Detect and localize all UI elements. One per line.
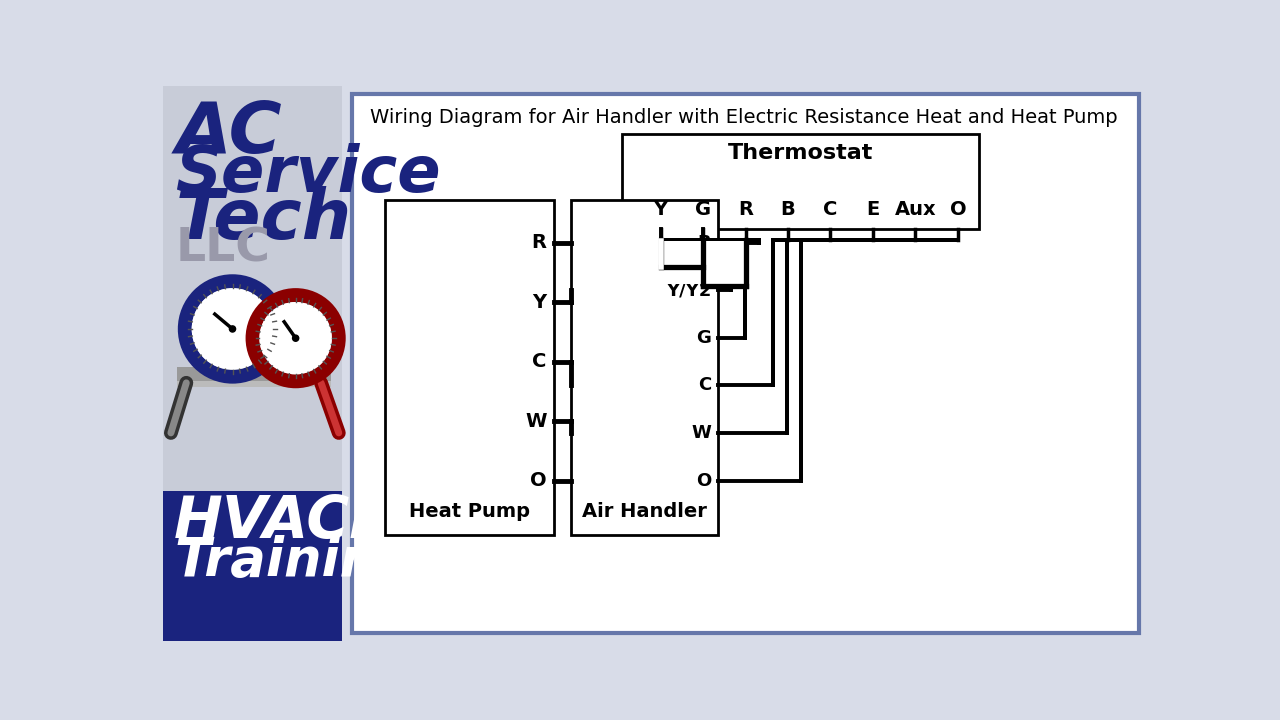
Text: Aux: Aux [895, 200, 936, 219]
Text: W: W [525, 412, 547, 431]
Text: HVACR: HVACR [174, 493, 396, 550]
Bar [177, 381, 332, 387]
Text: W: W [691, 424, 712, 442]
Text: C: C [823, 200, 837, 219]
Text: Thermostat: Thermostat [728, 143, 873, 163]
Text: Y: Y [532, 293, 547, 312]
Bar [385, 200, 554, 534]
Circle shape [293, 335, 298, 341]
Text: R: R [531, 233, 547, 252]
Text: Air Handler: Air Handler [582, 502, 707, 521]
Text: G: G [696, 329, 712, 347]
Text: AC: AC [175, 99, 282, 168]
Bar [622, 134, 979, 229]
Text: G: G [695, 200, 712, 219]
Bar [177, 367, 332, 383]
Text: Training: Training [174, 534, 415, 587]
Text: Service: Service [175, 143, 442, 204]
Text: O: O [530, 471, 547, 490]
Bar [658, 241, 749, 284]
Text: Tech: Tech [175, 186, 352, 253]
Text: Wiring Diagram for Air Handler with Electric Resistance Heat and Heat Pump: Wiring Diagram for Air Handler with Elec… [370, 108, 1117, 127]
Circle shape [260, 302, 332, 374]
Bar [164, 490, 342, 641]
Text: R: R [739, 200, 753, 219]
Text: C: C [532, 352, 547, 372]
Circle shape [192, 288, 274, 370]
Text: O: O [696, 472, 712, 490]
FancyBboxPatch shape [352, 94, 1139, 633]
Bar [571, 200, 718, 534]
Text: B: B [781, 200, 795, 219]
Circle shape [229, 326, 236, 332]
Text: O: O [950, 200, 966, 219]
Text: Y: Y [654, 200, 668, 219]
Text: Y/Y2: Y/Y2 [666, 282, 712, 300]
Bar [164, 86, 342, 490]
Text: R: R [698, 234, 712, 252]
Text: C: C [698, 377, 712, 395]
Text: LLC: LLC [175, 227, 270, 271]
Text: Heat Pump: Heat Pump [410, 502, 530, 521]
Text: E: E [867, 200, 879, 219]
